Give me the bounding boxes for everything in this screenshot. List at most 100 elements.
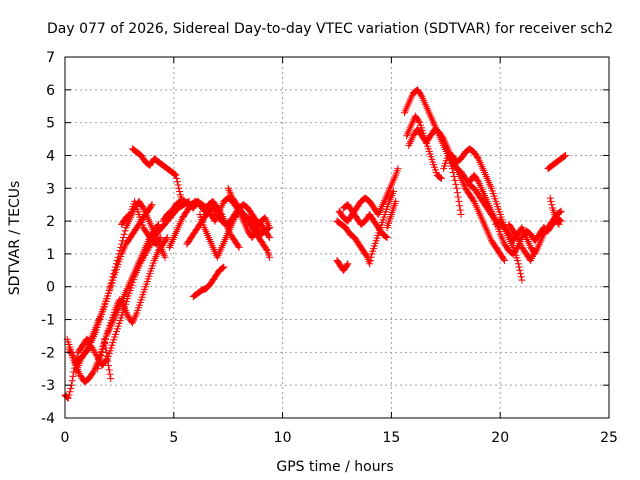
series-t8	[128, 145, 187, 205]
chart-title: Day 077 of 2026, Sidereal Day-to-day VTE…	[47, 21, 613, 37]
data-point	[89, 345, 97, 353]
series-t20	[383, 197, 400, 232]
data-point	[140, 253, 148, 261]
data-point	[554, 219, 562, 227]
data-point	[417, 91, 425, 99]
data-point	[115, 250, 123, 258]
data-point	[515, 263, 523, 271]
data-point	[474, 176, 482, 184]
data-point	[107, 279, 115, 287]
y-tick-label: 1	[46, 247, 55, 263]
grid-lines	[65, 57, 609, 418]
plot-frame	[64, 56, 610, 419]
data-point	[265, 224, 273, 232]
data-point	[109, 273, 117, 281]
data-point	[262, 245, 270, 253]
data-point	[66, 388, 74, 396]
y-tick-label: -2	[41, 345, 55, 361]
data-point	[363, 252, 371, 260]
data-point	[100, 335, 108, 343]
y-tick-label: 4	[46, 148, 55, 164]
data-point	[119, 301, 127, 309]
data-point	[176, 188, 184, 196]
data-point	[501, 256, 509, 264]
data-point	[469, 196, 477, 204]
data-point	[90, 347, 98, 355]
data-point	[78, 353, 86, 361]
data-point	[500, 255, 508, 263]
data-point	[456, 206, 464, 214]
data-point	[437, 174, 445, 182]
data-point	[513, 245, 521, 253]
data-point	[125, 211, 133, 219]
data-point	[103, 353, 111, 361]
y-tick-label: 0	[46, 280, 55, 296]
data-point	[517, 270, 525, 278]
y-tick-label: -1	[41, 313, 55, 329]
data-point	[69, 372, 77, 380]
data-point	[390, 188, 398, 196]
data-point	[105, 361, 113, 369]
data-point	[451, 176, 459, 184]
data-point	[343, 261, 351, 269]
data-point	[95, 358, 103, 366]
axis-ticks: 0 5 10 15 20 25 -4 -3 -2 -1 0 1 2 3 4 5 6 7	[41, 50, 618, 446]
data-point	[117, 243, 125, 251]
data-point	[97, 352, 105, 360]
data-point	[143, 247, 151, 255]
data-point	[112, 260, 120, 268]
data-point	[171, 170, 179, 178]
data-point	[157, 234, 165, 241]
series-t6	[100, 335, 115, 383]
data-point	[102, 344, 110, 352]
y-tick-label: 3	[46, 181, 55, 197]
data-point	[173, 178, 181, 186]
data-point	[82, 347, 90, 355]
data-point	[125, 212, 133, 220]
data-point	[474, 153, 482, 161]
data-points	[61, 86, 569, 402]
data-point	[68, 377, 76, 385]
data-point	[266, 234, 274, 241]
data-point	[81, 348, 89, 356]
data-point	[439, 134, 447, 142]
data-point	[119, 234, 127, 241]
data-point	[64, 394, 72, 402]
x-tick-label: 20	[491, 430, 509, 446]
y-tick-label: 2	[46, 214, 55, 230]
data-point	[219, 264, 227, 272]
data-point	[174, 181, 182, 189]
data-point	[449, 169, 457, 177]
series-t17	[335, 165, 402, 225]
series-t30	[544, 151, 569, 173]
data-point	[366, 260, 374, 268]
data-point	[155, 220, 163, 228]
series-t18	[333, 188, 398, 268]
data-point	[383, 234, 391, 241]
y-tick-label: -4	[41, 411, 55, 427]
data-point	[175, 184, 183, 192]
data-point	[560, 153, 568, 161]
y-tick-label: 7	[46, 50, 55, 66]
data-point	[103, 356, 111, 364]
data-point	[148, 201, 156, 209]
data-point	[453, 189, 461, 197]
data-point	[92, 350, 100, 358]
data-point	[450, 172, 458, 180]
y-tick-label: -3	[41, 378, 55, 394]
data-point	[173, 174, 181, 182]
data-point	[105, 286, 113, 294]
data-point	[453, 184, 461, 192]
data-point	[392, 197, 400, 205]
data-point	[452, 180, 460, 188]
data-point	[94, 365, 102, 373]
data-point	[265, 232, 273, 240]
x-tick-label: 5	[169, 430, 178, 446]
series-t16	[333, 256, 352, 274]
data-point	[454, 193, 462, 201]
data-point	[114, 253, 122, 261]
data-point	[220, 263, 228, 271]
x-tick-label: 25	[600, 430, 618, 446]
data-point	[65, 391, 73, 399]
